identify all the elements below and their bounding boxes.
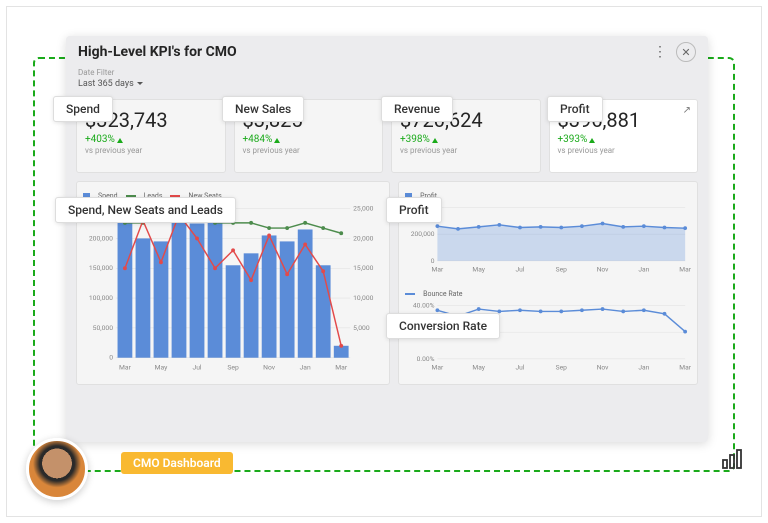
svg-text:Jul: Jul (516, 265, 525, 273)
svg-text:May: May (473, 363, 486, 371)
svg-text:15,000: 15,000 (353, 264, 374, 272)
chart2-svg: 0200,000400,000MarMayJulSepNovJanMar (405, 202, 691, 274)
svg-text:40.00%: 40.00% (413, 301, 435, 309)
svg-text:Jan: Jan (638, 363, 649, 371)
chart1-svg: 050,000100,000150,000200,000250,0005,000… (83, 202, 383, 374)
svg-text:May: May (473, 265, 486, 273)
svg-text:Mar: Mar (119, 363, 132, 371)
svg-text:Nov: Nov (597, 363, 609, 371)
kpi-change: +403% (85, 134, 217, 145)
svg-text:Jul: Jul (516, 363, 525, 371)
svg-text:0: 0 (431, 257, 435, 265)
svg-text:25,000: 25,000 (353, 205, 374, 213)
svg-text:Sep: Sep (227, 363, 239, 371)
svg-text:5,000: 5,000 (353, 324, 370, 332)
svg-text:Mar: Mar (679, 265, 691, 273)
svg-text:150,000: 150,000 (89, 264, 113, 272)
svg-text:Jan: Jan (638, 265, 649, 273)
label-chart1: Spend, New Seats and Leads (55, 197, 236, 223)
svg-text:Mar: Mar (679, 363, 691, 371)
kpi-prev: vs previous year (85, 146, 217, 155)
svg-text:50,000: 50,000 (93, 324, 114, 332)
footer-badge: CMO Dashboard (121, 452, 233, 474)
bar-chart-icon (721, 448, 743, 474)
svg-text:100,000: 100,000 (89, 294, 113, 302)
chart-profit: Profit 0200,000400,000MarMayJulSepNovJan… (405, 188, 691, 280)
label-chart2: Profit (386, 197, 442, 223)
svg-text:10,000: 10,000 (353, 294, 374, 302)
label-new-sales: New Sales (222, 96, 304, 122)
close-icon[interactable]: ✕ (676, 42, 696, 62)
more-icon[interactable]: ⋮ (650, 42, 670, 62)
svg-text:Mar: Mar (335, 363, 348, 371)
chart2-legend: Profit (405, 192, 691, 200)
svg-text:Jul: Jul (192, 363, 201, 371)
kpi-prev: vs previous year (400, 146, 532, 155)
date-filter-value[interactable]: Last 365 days (66, 79, 708, 95)
svg-text:Sep: Sep (556, 363, 567, 371)
label-spend: Spend (53, 96, 113, 122)
svg-text:Jan: Jan (300, 363, 311, 371)
svg-text:0: 0 (109, 354, 113, 362)
expand-icon[interactable]: ↗ (683, 105, 691, 116)
label-chart3: Conversion Rate (386, 313, 500, 339)
window-title: High-Level KPI's for CMO (78, 44, 644, 60)
outer-frame: High-Level KPI's for CMO ⋮ ✕ Date Filter… (6, 6, 762, 517)
kpi-change: +393% (558, 134, 690, 145)
svg-text:May: May (155, 363, 169, 371)
svg-text:Nov: Nov (263, 363, 276, 371)
svg-text:200,000: 200,000 (411, 230, 435, 238)
kpi-prev: vs previous year (243, 146, 375, 155)
titlebar: High-Level KPI's for CMO ⋮ ✕ (66, 36, 708, 68)
label-profit: Profit (547, 96, 603, 122)
chart-right-column: Profit 0200,000400,000MarMayJulSepNovJan… (398, 181, 698, 385)
svg-text:Sep: Sep (556, 265, 567, 273)
avatar[interactable] (26, 438, 88, 500)
kpi-change: +484% (243, 134, 375, 145)
svg-text:20,000: 20,000 (353, 234, 374, 242)
svg-text:Mar: Mar (432, 363, 444, 371)
svg-text:Nov: Nov (597, 265, 609, 273)
svg-text:Mar: Mar (432, 265, 444, 273)
svg-text:200,000: 200,000 (89, 234, 113, 242)
kpi-prev: vs previous year (558, 146, 690, 155)
date-filter-label: Date Filter (66, 68, 708, 79)
label-revenue: Revenue (381, 96, 453, 122)
svg-text:0.00%: 0.00% (417, 355, 435, 363)
kpi-change: +398% (400, 134, 532, 145)
chart3-legend: Bounce Rate (405, 290, 691, 298)
